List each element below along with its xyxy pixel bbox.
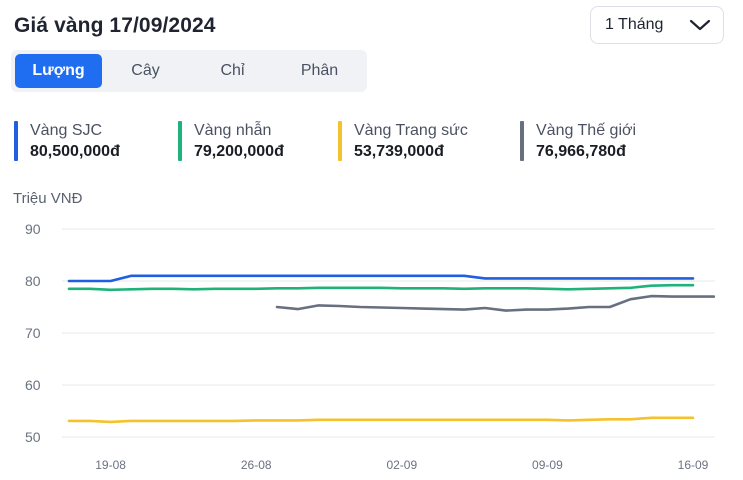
x-tick-label: 19-08 [95, 458, 126, 472]
y-tick-label: 60 [25, 377, 41, 393]
series-line-0[interactable] [67, 274, 695, 283]
x-tick-label: 09-09 [532, 458, 563, 472]
y-tick-label: 90 [25, 221, 41, 237]
x-tick-label: 26-08 [241, 458, 272, 472]
tab-chi[interactable]: Chỉ [220, 62, 245, 79]
page-title: Giá vàng 17/09/2024 [14, 14, 216, 37]
series-line-2[interactable] [67, 416, 695, 424]
legend-item-trang-suc[interactable]: Vàng Trang sức 53,739,000đ [338, 121, 468, 161]
legend-color-bar [520, 121, 524, 161]
legend-name: Vàng Trang sức [354, 122, 468, 139]
legend-color-bar [338, 121, 342, 161]
legend-item-sjc[interactable]: Vàng SJC 80,500,000đ [14, 121, 120, 161]
unit-tabs: Lượng Cây Chỉ Phân [11, 50, 367, 92]
legend-color-bar [14, 121, 18, 161]
x-tick-label: 02-09 [386, 458, 417, 472]
legend-item-nhan[interactable]: Vàng nhẫn 79,200,000đ [178, 121, 284, 161]
legend-item-the-gioi[interactable]: Vàng Thế giới 76,966,780đ [520, 121, 636, 161]
time-range-select[interactable]: 1 Tháng [590, 6, 724, 44]
y-axis-unit-label: Triệu VNĐ [13, 190, 83, 207]
tab-phan[interactable]: Phân [300, 62, 339, 79]
legend-name: Vàng Thế giới [536, 122, 637, 139]
price-line-chart: 90 80 70 60 50 19-08 26-08 02-09 09-09 16-09 [25, 221, 716, 472]
legend-value: 80,500,000đ [30, 143, 120, 160]
tab-luong[interactable]: Lượng [15, 54, 102, 88]
legend-value: 53,739,000đ [354, 143, 444, 160]
time-range-label: 1 Tháng [605, 16, 664, 33]
y-tick-label: 70 [25, 325, 41, 341]
x-tick-label: 16-09 [678, 458, 709, 472]
y-tick-label: 80 [25, 273, 41, 289]
series-line-3[interactable] [275, 294, 716, 312]
legend-color-bar [178, 121, 182, 161]
chevron-down-icon [689, 19, 711, 31]
tab-cay[interactable]: Cây [131, 62, 160, 79]
legend-value: 76,966,780đ [536, 143, 626, 160]
legend-name: Vàng nhẫn [194, 122, 272, 139]
series-line-1[interactable] [67, 283, 695, 292]
y-tick-label: 50 [25, 429, 41, 445]
legend-name: Vàng SJC [30, 122, 103, 139]
legend-value: 79,200,000đ [194, 143, 284, 160]
